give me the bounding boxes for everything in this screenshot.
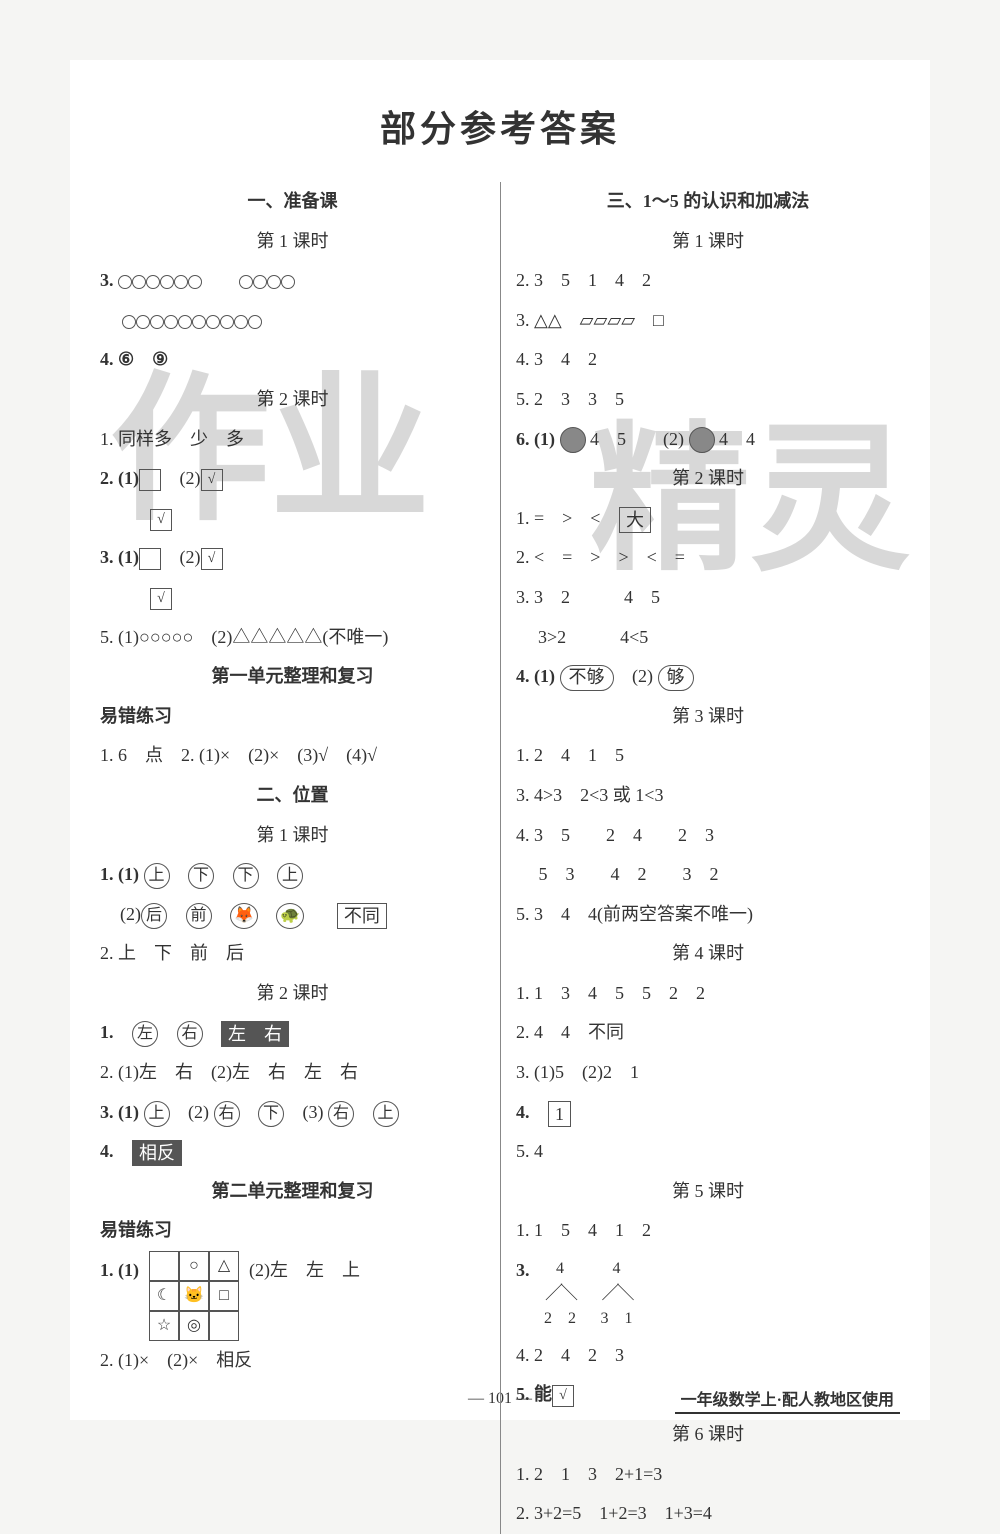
u3-l1: 第 1 课时 — [516, 222, 900, 262]
u3-l3-q4a: 4. 3 5 2 4 2 3 — [516, 816, 900, 856]
u2-l2-q4: 4. 相反 — [100, 1132, 485, 1172]
u3-l6-q2: 2. 3+2=5 1+2=3 1+3=4 — [516, 1494, 900, 1534]
u3-l3-q1: 1. 2 4 1 5 — [516, 736, 900, 776]
u1-l1-q3: 3. — [100, 261, 485, 301]
u3-l5-q5: 5. 能√ — [516, 1375, 900, 1415]
u2-err-q1: 1. (1) ○ △ ☾ 🐱 □ ☆ ◎ (2)左 左 上 — [100, 1251, 485, 1341]
u3-l2-q2: 2. < = > > < = — [516, 538, 900, 578]
unit1-title: 一、准备课 — [100, 182, 485, 222]
unit2-lesson1: 第 1 课时 — [100, 816, 485, 856]
unit2-err: 易错练习 — [100, 1211, 485, 1251]
unit1-err: 易错练习 — [100, 697, 485, 737]
u1-l2-q3: 3. (1) (2)√ — [100, 538, 485, 578]
u3-l6-q1: 1. 2 1 3 2+1=3 — [516, 1455, 900, 1495]
u3-l1-q2: 2. 3 5 1 4 2 — [516, 261, 900, 301]
number-tree: 4 ／＼ 3 1 — [601, 1251, 633, 1336]
page-title: 部分参考答案 — [100, 100, 900, 152]
u3-l1-q3: 3. △△ ▱▱▱▱ □ — [516, 301, 900, 341]
u2-l1-q2: 2. 上 下 前 后 — [100, 934, 485, 974]
shaded-circle-icon — [689, 427, 715, 453]
unit3-title: 三、1～5 的认识和加减法 — [516, 182, 900, 222]
u2-l2-q3: 3. (1) 上 (2) 右 下 (3) 右 上 — [100, 1093, 485, 1133]
u2-l1-q1: 1. (1) 上 下 下 上 — [100, 855, 485, 895]
u3-l2-q3: 3. 3 2 4 5 — [516, 578, 900, 618]
shaded-circle-icon — [560, 427, 586, 453]
u3-l5: 第 5 课时 — [516, 1172, 900, 1212]
u2-l2-q1: 1. 左 右 左 右 — [100, 1013, 485, 1053]
u3-l3-q5: 5. 3 4 4(前两空答案不唯一) — [516, 895, 900, 935]
left-column: 一、准备课 第 1 课时 3. 4. ⑥ ⑨ 第 2 课时 1. 同样多 少 多… — [100, 182, 500, 1534]
u1-l2-q5: 5. (1)○○○○○ (2)△△△△△(不唯一) — [100, 618, 485, 658]
answer-key-page: 作业 精灵 部分参考答案 一、准备课 第 1 课时 3. 4. ⑥ ⑨ 第 2 … — [70, 60, 930, 1420]
u3-l2: 第 2 课时 — [516, 459, 900, 499]
unit2-title: 二、位置 — [100, 776, 485, 816]
unit1-lesson1: 第 1 课时 — [100, 222, 485, 262]
answer-grid: ○ △ ☾ 🐱 □ ☆ ◎ — [149, 1251, 239, 1341]
u3-l4-q4: 4. 1 — [516, 1093, 900, 1133]
u2-err-q2: 2. (1)× (2)× 相反 — [100, 1341, 485, 1381]
u1-l2-q2b: √ — [100, 499, 485, 539]
u3-l2-q1: 1. = > < 大 — [516, 499, 900, 539]
u1-l2-q3b: √ — [100, 578, 485, 618]
columns: 一、准备课 第 1 课时 3. 4. ⑥ ⑨ 第 2 课时 1. 同样多 少 多… — [100, 182, 900, 1534]
u3-l5-q1: 1. 1 5 4 1 2 — [516, 1211, 900, 1251]
u1-l1-q4: 4. ⑥ ⑨ — [100, 340, 485, 380]
u1-l1-q3b — [100, 301, 485, 341]
u3-l2-q3b: 3>2 4<5 — [516, 618, 900, 658]
u3-l4-q5: 5. 4 — [516, 1132, 900, 1172]
u1-err-q1: 1. 6 点 2. (1)× (2)× (3)√ (4)√ — [100, 736, 485, 776]
u1-l2-q2: 2. (1) (2)√ — [100, 459, 485, 499]
u3-l3: 第 3 课时 — [516, 697, 900, 737]
u1-l2-q1: 1. 同样多 少 多 — [100, 420, 485, 460]
u3-l4-q1: 1. 1 3 4 5 5 2 2 — [516, 974, 900, 1014]
u2-l1-q1b: (2)后 前 🦊 🐢 不同 — [100, 895, 485, 935]
u3-l4-q3: 3. (1)5 (2)2 1 — [516, 1053, 900, 1093]
u3-l2-q4: 4. (1) 不够 (2) 够 — [516, 657, 900, 697]
number-tree: 4 ／＼ 2 2 — [544, 1251, 576, 1336]
animal-icon: 🐢 — [276, 903, 304, 929]
u3-l3-q4b: 5 3 4 2 3 2 — [516, 855, 900, 895]
u3-l5-q3: 3. 4 ／＼ 2 2 4 ／＼ 3 1 — [516, 1251, 900, 1336]
u3-l6: 第 6 课时 — [516, 1415, 900, 1455]
u2-l2-q2: 2. (1)左 右 (2)左 右 左 右 — [100, 1053, 485, 1093]
right-column: 三、1～5 的认识和加减法 第 1 课时 2. 3 5 1 4 2 3. △△ … — [500, 182, 900, 1534]
unit2-lesson2: 第 2 课时 — [100, 974, 485, 1014]
u3-l1-q4: 4. 3 4 2 — [516, 340, 900, 380]
unit1-lesson2: 第 2 课时 — [100, 380, 485, 420]
unit2-review: 第二单元整理和复习 — [100, 1172, 485, 1212]
animal-icon: 🦊 — [230, 903, 258, 929]
u3-l1-q5: 5. 2 3 3 5 — [516, 380, 900, 420]
u3-l4-q2: 2. 4 4 不同 — [516, 1013, 900, 1053]
u3-l1-q6: 6. (1) 4 5 (2) 4 4 — [516, 420, 900, 460]
u3-l5-q4: 4. 2 4 2 3 — [516, 1336, 900, 1376]
unit1-review: 第一单元整理和复习 — [100, 657, 485, 697]
u3-l4: 第 4 课时 — [516, 934, 900, 974]
u3-l3-q3: 3. 4>3 2<3 或 1<3 — [516, 776, 900, 816]
